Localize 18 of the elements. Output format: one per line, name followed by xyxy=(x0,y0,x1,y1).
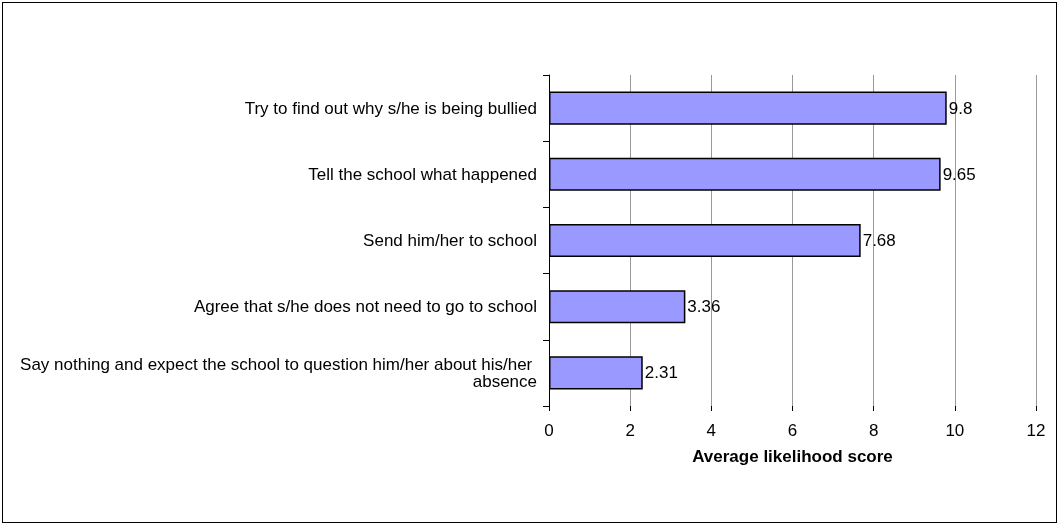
data-label: 9.8 xyxy=(948,98,973,118)
x-tick-label: 8 xyxy=(868,421,879,440)
y-tick-label: Say nothing and expect the school to question him/her about his/her absence xyxy=(20,354,537,391)
x-axis-title: Average likelihood score xyxy=(692,447,893,466)
data-label: 3.36 xyxy=(687,297,721,317)
data-label: 2.31 xyxy=(644,363,678,383)
y-tick-label: Send him/her to school xyxy=(363,231,537,250)
y-tick-label: Try to find out why s/he is being bullied xyxy=(244,98,537,118)
x-tick-label: 6 xyxy=(787,421,798,440)
y-tick-label: Tell the school what happened xyxy=(308,164,537,184)
x-tick-label: 2 xyxy=(625,421,635,440)
x-tick-label: 10 xyxy=(945,421,965,440)
x-tick-label: 0 xyxy=(544,421,554,440)
y-tick-label: Agree that s/he does not need to go to school xyxy=(193,297,537,317)
x-tick-label: 12 xyxy=(1026,421,1046,440)
data-label: 7.68 xyxy=(862,231,896,250)
x-tick-label: 4 xyxy=(706,421,717,440)
data-label: 9.65 xyxy=(942,164,976,184)
